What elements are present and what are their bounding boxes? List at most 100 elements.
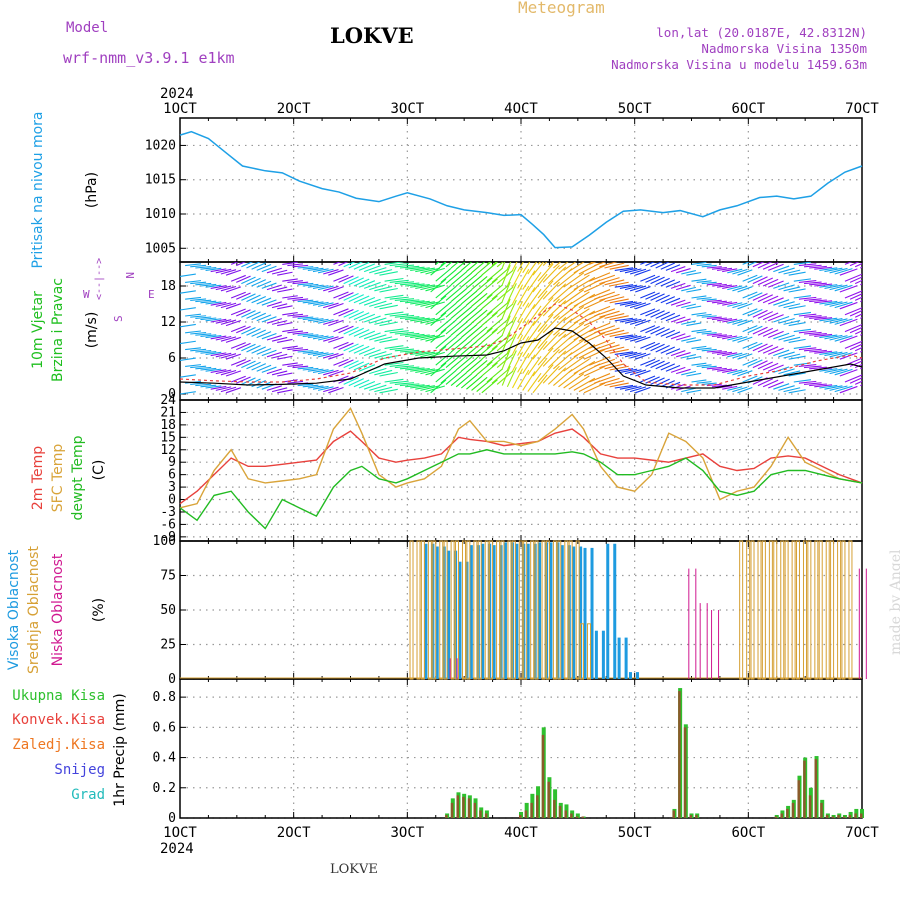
wind-arrow: [783, 319, 801, 325]
wind-arrow: [440, 302, 457, 317]
wind-arrow: [501, 281, 511, 302]
wind-arrow: [834, 268, 853, 275]
wind-arrow: [302, 351, 319, 354]
wind-arrow: [471, 326, 488, 341]
wind-arrow: [619, 368, 638, 373]
cloud-bar-mid: [541, 540, 546, 680]
wind-arrow: [501, 262, 506, 269]
wind-arrow: [768, 280, 784, 288]
wind-arrow: [640, 291, 656, 299]
wind-arrow: [225, 353, 242, 360]
wind-arrow: [317, 352, 334, 358]
wind-arrow: [824, 318, 843, 323]
precip-bar-convective: [553, 799, 556, 818]
wind-arrow: [271, 353, 288, 359]
wind-arrow: [793, 278, 812, 282]
wind-arrow: [594, 308, 616, 317]
wind-arrow: [302, 334, 319, 337]
wind-arrow: [185, 347, 202, 351]
wind-arrow: [665, 297, 681, 305]
wind-arrow: [501, 365, 511, 386]
cloud-bar-high: [583, 547, 587, 679]
wind-arrow: [629, 369, 647, 376]
cloud-bar-mid: [477, 540, 482, 680]
wind-arrow: [323, 353, 339, 359]
wind-arrow: [210, 335, 227, 340]
x-tick-label-bottom: 1OCT: [163, 825, 197, 841]
wind-arrow: [435, 368, 452, 383]
wind-arrow: [363, 265, 381, 273]
x-tick-label-top: 6OCT: [731, 101, 765, 117]
wind-arrow: [614, 351, 634, 355]
wind-arrow: [215, 386, 232, 391]
wind-arrow: [205, 318, 222, 322]
wind-arrow: [527, 262, 538, 275]
wind-arrow: [460, 374, 478, 389]
wind-arrow: [696, 280, 712, 283]
wind-arrow: [619, 385, 638, 390]
wind-arrow: [251, 312, 266, 321]
wind-arrow: [650, 360, 665, 369]
wind-arrow: [675, 301, 691, 307]
cloud-bar-mid: [784, 540, 789, 680]
compass-north: N: [123, 272, 136, 279]
wind-arrow: [860, 283, 862, 286]
cloud-bar-mid: [818, 540, 823, 680]
wind-arrow: [737, 319, 753, 327]
wind-arrow: [716, 351, 733, 355]
cloud-bar-mid: [795, 540, 800, 680]
wind-arrow: [532, 324, 548, 343]
wind-arrow: [358, 263, 376, 271]
wind-arrow: [205, 301, 222, 305]
precip-bar-convective: [524, 810, 528, 818]
cloud-bar-mid: [757, 540, 762, 680]
wind-arrow: [594, 325, 616, 334]
wind-arrow: [563, 305, 585, 322]
wind-arrow: [604, 313, 625, 319]
precip-bar-convective: [814, 759, 818, 818]
wind-arrow: [394, 264, 415, 268]
wind-arrow: [241, 276, 256, 285]
precip-bar-convective: [689, 814, 692, 818]
wind-arrow: [558, 320, 579, 337]
wind-arrow-field: [180, 262, 862, 395]
wind-arrow: [645, 309, 660, 317]
wind-arrow: [200, 334, 217, 337]
wind-arrow: [297, 333, 314, 336]
model-altitude-text: Nadmorska Visina u modelu 1459.63m: [611, 57, 867, 72]
wind-arrow: [210, 285, 227, 289]
wind-arrow: [180, 391, 196, 395]
wind-arrow: [522, 262, 531, 274]
wind-arrow: [722, 335, 738, 340]
wind-arrow: [686, 271, 702, 276]
wind-arrow: [681, 320, 696, 325]
wind-arrow: [410, 334, 430, 339]
wind-arrow: [506, 262, 512, 270]
cloud-bar-mid: [575, 540, 580, 680]
wind-arrow: [573, 293, 596, 307]
wind-arrow: [435, 351, 452, 366]
wind-arrow: [619, 351, 638, 357]
wind-arrow: [854, 296, 862, 301]
wind-arrow: [440, 352, 457, 367]
wind-arrow: [849, 262, 860, 267]
wind-arrow: [650, 262, 663, 268]
wind-arrow: [455, 306, 473, 321]
wind-arrow: [348, 361, 364, 370]
wind-arrow: [537, 263, 554, 282]
wind-arrow: [793, 262, 812, 265]
wind-arrow: [363, 349, 381, 357]
wind-arrow: [471, 376, 488, 391]
wind-arrow: [793, 328, 812, 333]
wind-arrow: [747, 325, 763, 334]
wind-arrow: [594, 291, 616, 300]
wind-arrow: [420, 318, 441, 324]
wind-arrow: [430, 379, 447, 394]
wind-arrow: [788, 288, 806, 293]
cloud-bar-high: [549, 542, 553, 679]
wind-arrow: [670, 316, 686, 323]
wind-arrow: [844, 262, 853, 265]
wind-arrow: [292, 315, 309, 318]
precip-bar-convective: [791, 802, 795, 818]
